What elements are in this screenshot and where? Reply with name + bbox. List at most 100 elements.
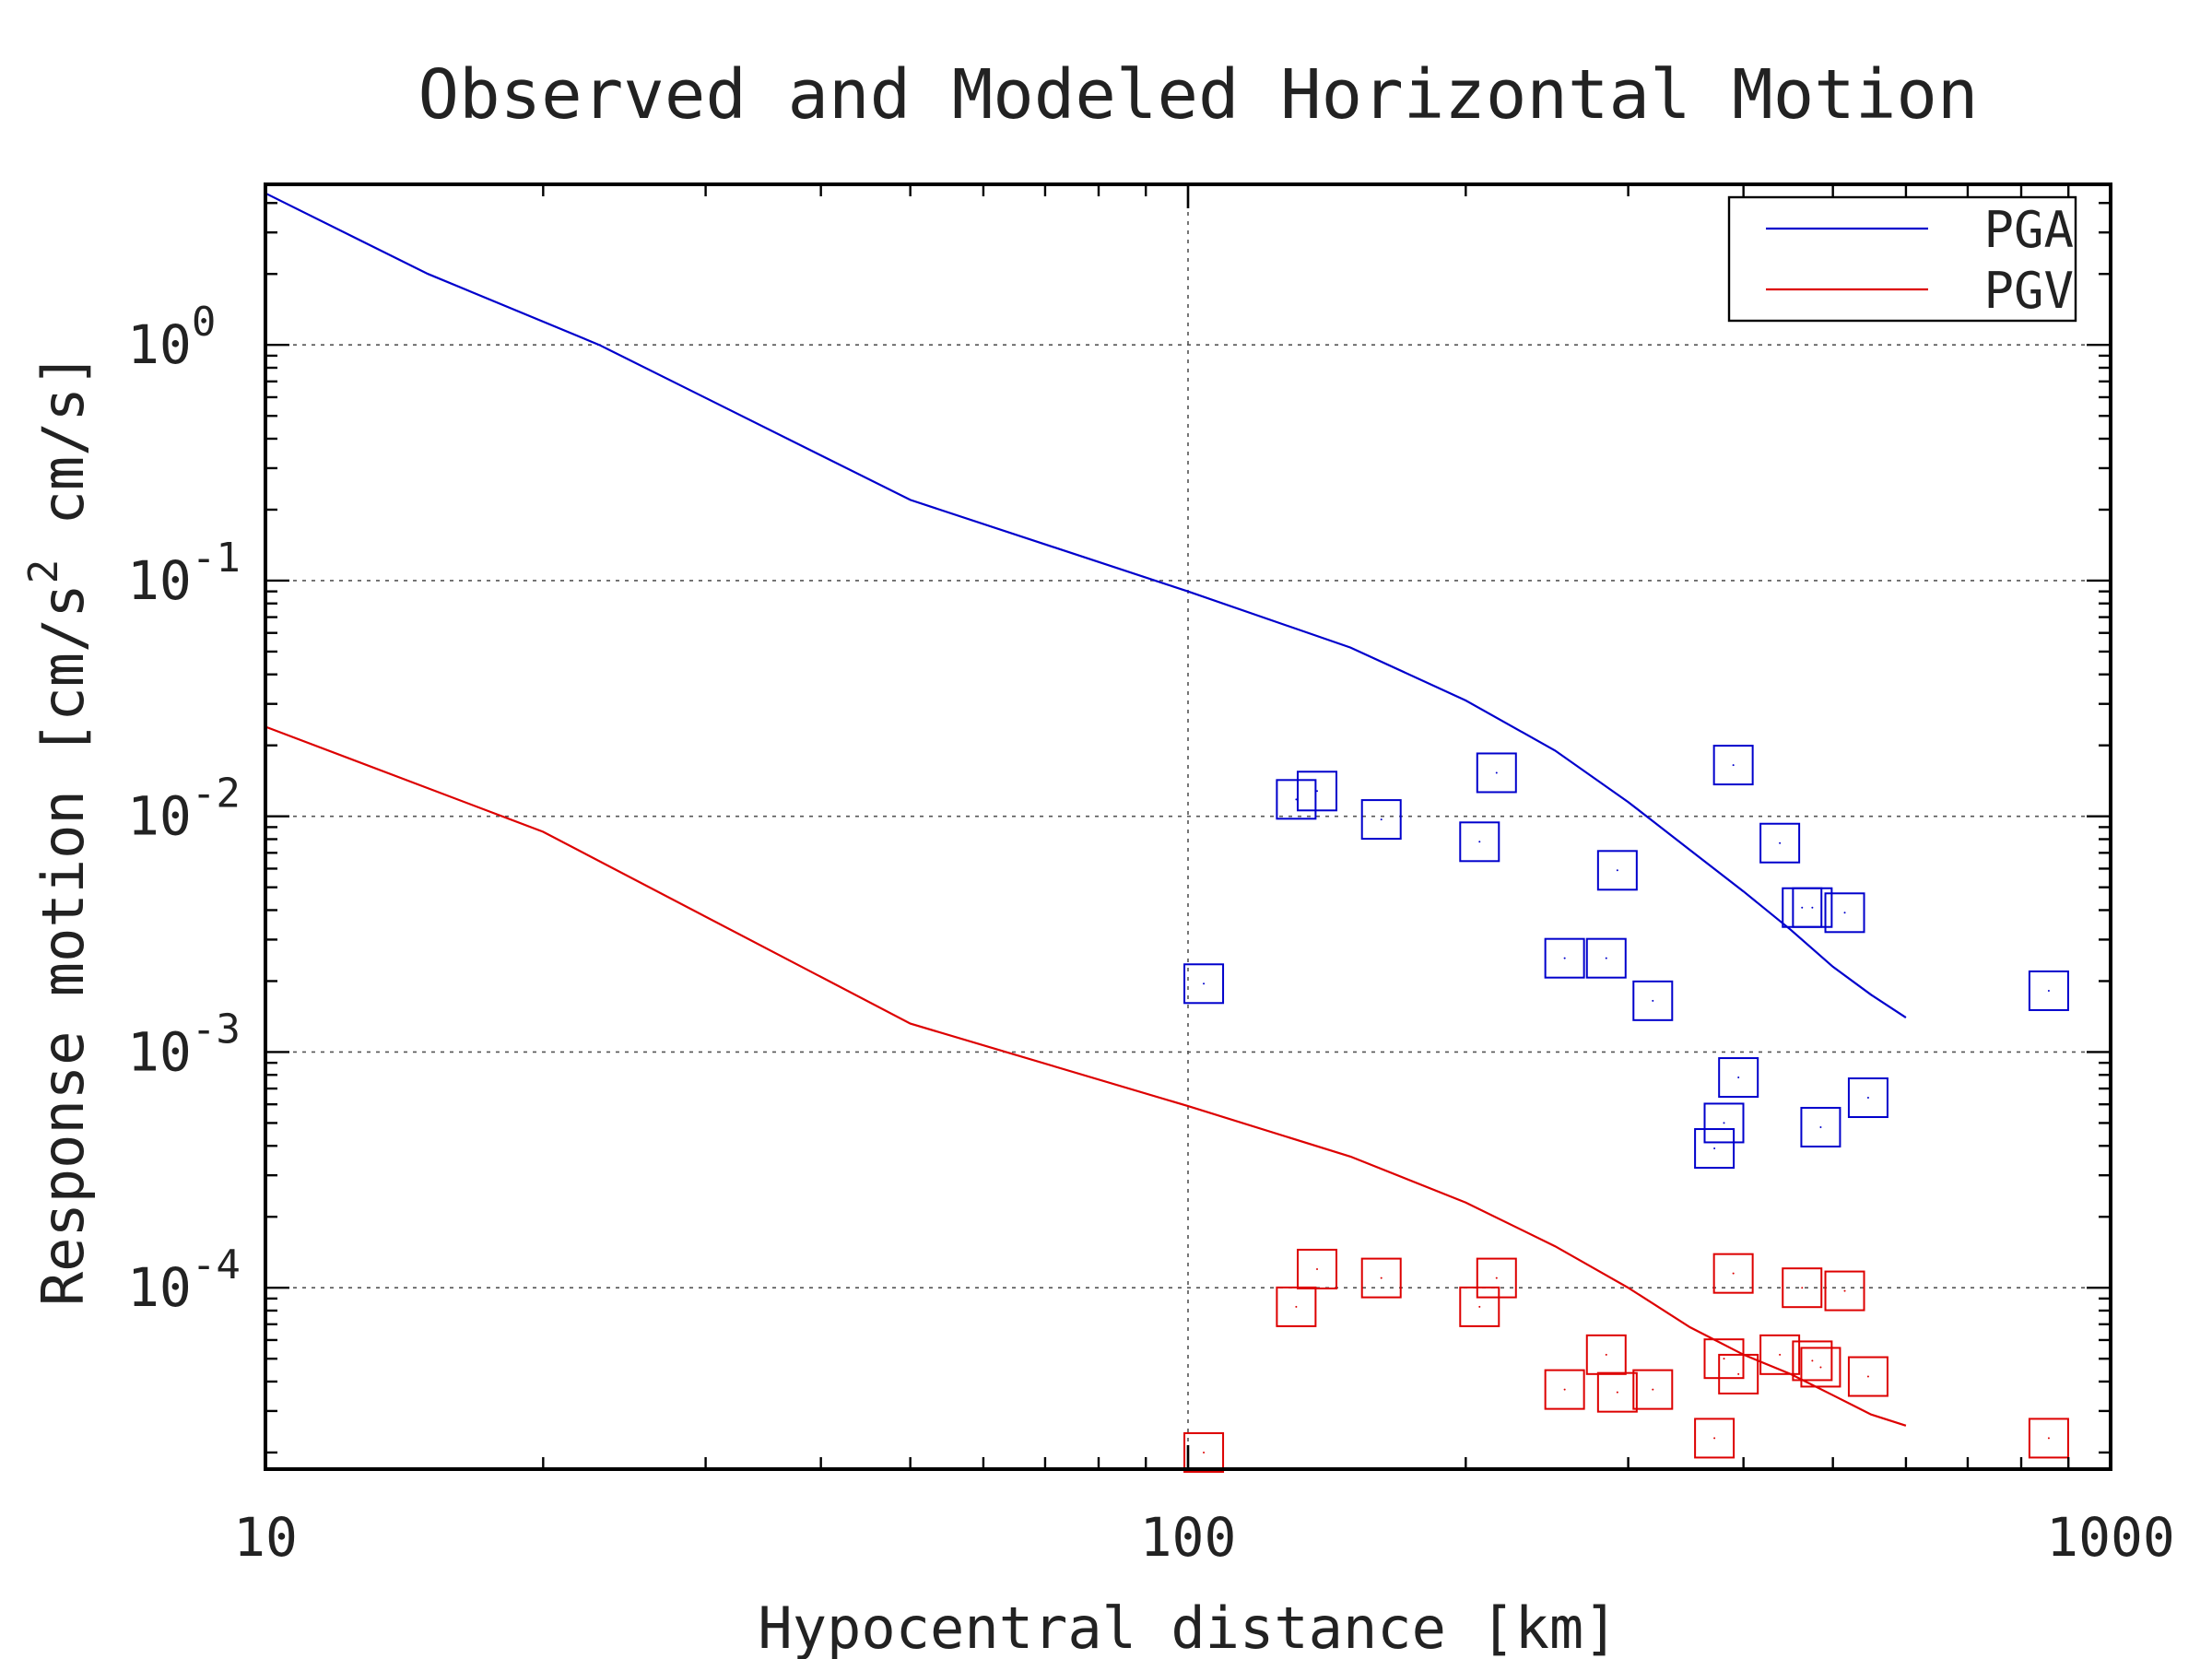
x-tick-label: 10 (233, 1506, 298, 1569)
observed-point-center-pgv (1811, 1359, 1814, 1362)
observed-point-pgv (1800, 1347, 1841, 1388)
y-tick-label-base: 10 (127, 313, 192, 376)
observed-point-pga (1759, 822, 1801, 864)
observed-point-center-pgv (1819, 1366, 1822, 1369)
observed-point-center-pgv (1732, 1272, 1735, 1275)
observed-point-center-pgv (1713, 1437, 1716, 1440)
legend: PGA PGV (1727, 195, 2077, 323)
observed-point-center-pga (1203, 982, 1206, 985)
observed-point-pgv (1694, 1418, 1735, 1459)
y-tick-label-exponent: -1 (192, 535, 241, 582)
observed-point-pgv (1476, 1257, 1517, 1299)
observed-point-pga (1703, 1102, 1745, 1144)
observed-point-pgv (1703, 1338, 1745, 1380)
observed-point-pga (1847, 1077, 1888, 1119)
y-tick-label-exponent: -2 (192, 771, 241, 818)
y-tick-label-exponent: -3 (192, 1006, 241, 1053)
legend-label-pga: PGA (1983, 201, 2074, 259)
observed-point-pga (1459, 821, 1500, 863)
y-tick-label: 10-3 (127, 1006, 241, 1083)
y-tick-label-base: 10 (127, 1020, 192, 1083)
y-axis-label-superscript: 2 (20, 559, 67, 584)
observed-point-center-pga (1478, 841, 1481, 843)
observed-point-pgv (1632, 1369, 1674, 1410)
observed-point-pga (1712, 745, 1754, 786)
y-tick-label-exponent: 0 (192, 299, 217, 346)
observed-point-center-pga (1843, 912, 1846, 914)
observed-point-pgv (1544, 1369, 1585, 1410)
observed-point-pga (1544, 937, 1585, 979)
observed-point-center-pga (1866, 1097, 1869, 1100)
observed-point-center-pga (1811, 906, 1814, 909)
plot-frame (264, 182, 2112, 1471)
observed-point-center-pga (1779, 841, 1782, 844)
observed-point-center-pga (1495, 771, 1498, 774)
observed-point-center-pgv (1843, 1289, 1846, 1292)
x-tick-labels: 10 100 1000 (233, 1506, 2175, 1569)
observed-point-pgv (1596, 1371, 1638, 1413)
observed-point-pga (1183, 963, 1225, 1005)
observed-point-pgv (1824, 1270, 1865, 1312)
observed-point-pgv (1297, 1248, 1338, 1289)
chart-title: Observed and Modeled Horizontal Motion (418, 55, 1979, 135)
observed-point-pga (1585, 937, 1627, 979)
observed-point-center-pga (2047, 989, 2050, 992)
observed-point-pgv (1712, 1253, 1754, 1294)
observed-point-center-pgv (1316, 1267, 1319, 1270)
grid-lines (265, 184, 2111, 1469)
series-layer (265, 192, 2069, 1473)
observed-point-pgv (1847, 1356, 1888, 1397)
observed-point-center-pga (1605, 957, 1607, 959)
observed-point-center-pga (1563, 957, 1566, 959)
y-axis-label-tail: cm/s] (29, 353, 97, 559)
observed-point-center-pgv (1801, 1287, 1804, 1289)
observed-point-pga (1718, 1057, 1759, 1099)
legend-box (1727, 195, 2077, 323)
observed-point-pga (1476, 752, 1517, 794)
observed-point-center-pga (1616, 869, 1618, 872)
axis-ticks (264, 184, 2112, 1469)
y-tick-label: 10-2 (127, 771, 241, 848)
x-axis-label: Hypocentral distance [km] (758, 1594, 1618, 1659)
observed-point-center-pga (1713, 1147, 1716, 1150)
observed-point-center-pga (1316, 790, 1319, 793)
x-tick-label: 1000 (2046, 1506, 2175, 1569)
y-axis-label: Response motion [cm/s2 cm/s] (20, 353, 97, 1306)
observed-point-pgv (1759, 1334, 1801, 1375)
x-tick-label: 100 (1140, 1506, 1237, 1569)
observed-point-pga (1800, 1106, 1841, 1147)
observed-point-pga (1632, 980, 1674, 1021)
observed-point-center-pgv (1616, 1391, 1618, 1394)
observed-point-pgv (1585, 1334, 1627, 1375)
observed-point-center-pga (1652, 999, 1654, 1002)
observed-point-pgv (1276, 1286, 1317, 1327)
y-tick-label-base: 10 (127, 1256, 192, 1319)
observed-point-center-pgv (2047, 1437, 2050, 1440)
observed-point-center-pgv (1203, 1451, 1206, 1453)
observed-point-pga (1792, 887, 1833, 928)
observed-point-pga (2028, 970, 2069, 1011)
observed-point-center-pgv (1478, 1305, 1481, 1308)
observed-point-center-pgv (1605, 1353, 1607, 1356)
observed-point-pgv (2028, 1418, 2069, 1459)
observed-point-pgv (1459, 1286, 1500, 1327)
observed-point-center-pgv (1723, 1358, 1725, 1360)
observed-point-center-pga (1723, 1122, 1725, 1124)
observed-point-center-pgv (1779, 1353, 1782, 1356)
observed-point-pga (1297, 771, 1338, 812)
observed-point-center-pga (1737, 1077, 1740, 1079)
observed-point-pgv (1183, 1431, 1225, 1473)
observed-point-center-pgv (1563, 1388, 1566, 1391)
observed-point-pgv (1782, 1267, 1823, 1309)
observed-point-pga (1360, 799, 1402, 841)
observed-point-center-pga (1732, 764, 1735, 767)
observed-point-pga (1276, 779, 1317, 820)
y-tick-label: 10-4 (127, 1241, 241, 1319)
y-tick-label: 100 (127, 299, 216, 376)
observed-point-pga (1694, 1128, 1735, 1170)
observed-point-center-pga (1380, 818, 1382, 821)
legend-label-pgv: PGV (1983, 262, 2074, 320)
observed-point-center-pga (1801, 906, 1804, 909)
y-tick-label: 10-1 (127, 535, 241, 612)
observed-point-center-pgv (1737, 1372, 1740, 1375)
